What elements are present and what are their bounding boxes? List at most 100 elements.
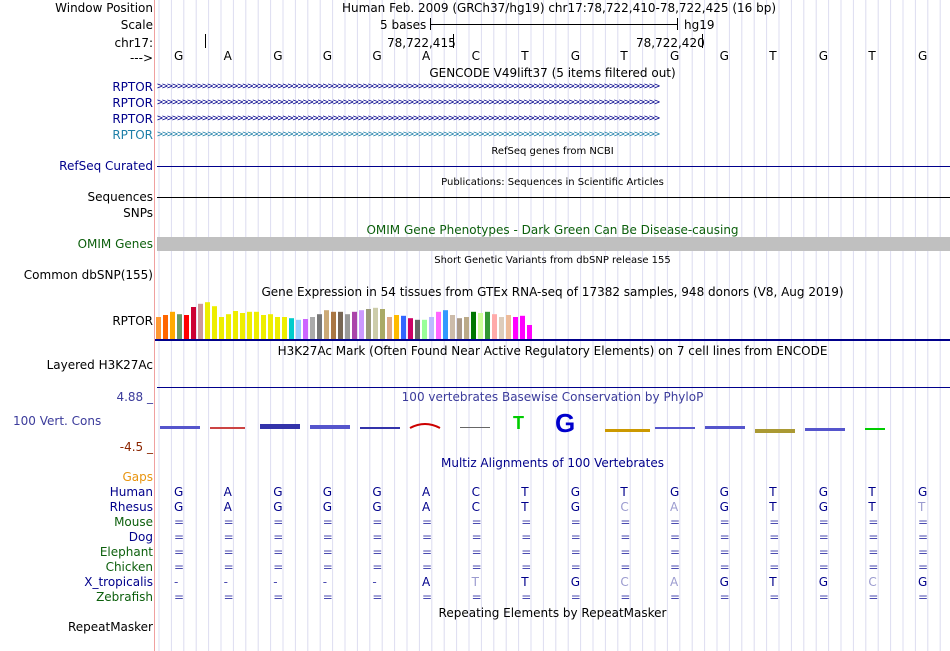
gtex-bar[interactable]: [254, 311, 259, 339]
species-label[interactable]: X_tropicalis: [84, 575, 153, 589]
omim-bar[interactable]: [157, 237, 950, 251]
gtex-bar[interactable]: [170, 311, 175, 339]
gtex-bar[interactable]: [205, 302, 210, 339]
species-label[interactable]: Human: [109, 485, 153, 499]
refseq-title[interactable]: RefSeq genes from NCBI: [491, 146, 614, 157]
gtex-bar[interactable]: [485, 311, 490, 339]
dbsnp-label[interactable]: Common dbSNP(155): [23, 268, 153, 282]
species-label[interactable]: Chicken: [105, 560, 153, 574]
gtex-bar[interactable]: [177, 314, 182, 339]
gtex-bar[interactable]: [240, 313, 245, 339]
gtex-bar[interactable]: [422, 319, 427, 339]
gtex-bar[interactable]: [457, 318, 462, 339]
cons-label[interactable]: 100 Vert. Cons: [13, 414, 102, 428]
gtex-bar[interactable]: [443, 310, 448, 339]
gtex-bar[interactable]: [261, 315, 266, 339]
gaps-label[interactable]: Gaps: [122, 470, 153, 484]
gtex-bar[interactable]: [415, 319, 420, 339]
gtex-bar[interactable]: [429, 317, 434, 339]
refseq-line[interactable]: [157, 166, 950, 167]
gene-label-rptor-1[interactable]: RPTOR: [112, 80, 153, 94]
gtex-bar[interactable]: [373, 307, 378, 339]
h3k27ac-label[interactable]: Layered H3K27Ac: [46, 358, 153, 372]
gene-label-rptor-3[interactable]: RPTOR: [112, 112, 153, 126]
gtex-bar[interactable]: [499, 317, 504, 339]
h3k27ac-line[interactable]: [157, 387, 950, 388]
gtex-bar[interactable]: [191, 307, 196, 339]
gtex-bar[interactable]: [492, 314, 497, 339]
gtex-bar[interactable]: [289, 318, 294, 339]
gtex-bar[interactable]: [156, 317, 161, 339]
gene-label-rptor-4[interactable]: RPTOR: [112, 128, 153, 142]
gtex-bar[interactable]: [394, 315, 399, 339]
gtex-bar[interactable]: [310, 317, 315, 339]
gtex-bar[interactable]: [359, 310, 364, 339]
species-label[interactable]: Elephant: [99, 545, 153, 559]
cons-title[interactable]: 100 vertebrates Basewise Conservation by…: [401, 390, 704, 404]
rmsk-label[interactable]: RepeatMasker: [67, 620, 153, 634]
gtex-bar[interactable]: [527, 325, 532, 339]
gtex-bar[interactable]: [366, 309, 371, 339]
gtex-bar[interactable]: [380, 309, 385, 339]
gtex-bar[interactable]: [436, 311, 441, 339]
alignment-base: =: [322, 560, 333, 574]
gtex-bar[interactable]: [520, 315, 525, 339]
gtex-bar[interactable]: [450, 315, 455, 339]
cons-logo[interactable]: T G: [155, 408, 950, 438]
gencode-title[interactable]: GENCODE V49lift37 (5 items filtered out): [429, 66, 676, 80]
gtex-bar[interactable]: [408, 318, 413, 339]
snps-label[interactable]: SNPs: [123, 206, 153, 220]
pubs-title[interactable]: Publications: Sequences in Scientific Ar…: [441, 177, 664, 188]
gtex-bar[interactable]: [338, 311, 343, 339]
h3k27ac-title[interactable]: H3K27Ac Mark (Often Found Near Active Re…: [277, 344, 828, 358]
gtex-bar[interactable]: [324, 310, 329, 339]
multiz-title[interactable]: Multiz Alignments of 100 Vertebrates: [440, 456, 665, 470]
gene-track-rptor-4[interactable]: >>>>>>>>>>>>>>>>>>>>>>>>>>>>>>>>>>>>>>>>…: [157, 129, 660, 140]
gtex-bar[interactable]: [282, 317, 287, 339]
gtex-bar[interactable]: [226, 314, 231, 339]
refseq-label[interactable]: RefSeq Curated: [59, 159, 153, 173]
gtex-bar[interactable]: [212, 306, 217, 339]
gtex-barchart[interactable]: [155, 299, 555, 340]
gtex-bar[interactable]: [506, 315, 511, 339]
gtex-bar[interactable]: [198, 303, 203, 339]
rmsk-title[interactable]: Repeating Elements by RepeatMasker: [438, 606, 667, 620]
gtex-title[interactable]: Gene Expression in 54 tissues from GTEx …: [261, 285, 844, 299]
gtex-bar[interactable]: [296, 319, 301, 339]
omim-title[interactable]: OMIM Gene Phenotypes - Dark Green Can Be…: [366, 223, 739, 237]
gtex-bar[interactable]: [303, 319, 308, 339]
gtex-bar[interactable]: [471, 311, 476, 339]
gtex-bar[interactable]: [331, 311, 336, 339]
dbsnp-title[interactable]: Short Genetic Variants from dbSNP releas…: [434, 255, 671, 266]
gene-track-rptor-3[interactable]: >>>>>>>>>>>>>>>>>>>>>>>>>>>>>>>>>>>>>>>>…: [157, 113, 660, 124]
gtex-bar[interactable]: [219, 317, 224, 339]
gtex-bar[interactable]: [345, 314, 350, 339]
gtex-bar[interactable]: [478, 313, 483, 339]
gtex-label[interactable]: RPTOR: [112, 314, 153, 328]
gtex-bar[interactable]: [163, 315, 168, 339]
gtex-bar[interactable]: [513, 317, 518, 339]
gtex-bar[interactable]: [352, 311, 357, 339]
omim-label[interactable]: OMIM Genes: [77, 237, 153, 251]
gtex-bar[interactable]: [247, 311, 252, 339]
gtex-bar[interactable]: [268, 314, 273, 339]
alignment-base: C: [471, 500, 480, 514]
gtex-bar[interactable]: [275, 317, 280, 339]
gtex-bar[interactable]: [387, 317, 392, 339]
pubs-label[interactable]: Sequences: [87, 190, 153, 204]
gtex-bar[interactable]: [184, 315, 189, 339]
gene-label-rptor-2[interactable]: RPTOR: [112, 96, 153, 110]
species-label[interactable]: Mouse: [114, 515, 153, 529]
gene-track-rptor-2[interactable]: >>>>>>>>>>>>>>>>>>>>>>>>>>>>>>>>>>>>>>>>…: [157, 97, 660, 108]
species-label[interactable]: Zebrafish: [96, 590, 153, 604]
alignment-base: =: [174, 560, 185, 574]
species-label[interactable]: Rhesus: [109, 500, 153, 514]
pubs-line[interactable]: [157, 197, 950, 198]
alignment-base: =: [719, 560, 730, 574]
gtex-bar[interactable]: [317, 314, 322, 339]
gtex-bar[interactable]: [401, 315, 406, 339]
gene-track-rptor-1[interactable]: >>>>>>>>>>>>>>>>>>>>>>>>>>>>>>>>>>>>>>>>…: [157, 81, 660, 92]
gtex-bar[interactable]: [464, 317, 469, 339]
gtex-bar[interactable]: [233, 311, 238, 339]
species-label[interactable]: Dog: [128, 530, 153, 544]
